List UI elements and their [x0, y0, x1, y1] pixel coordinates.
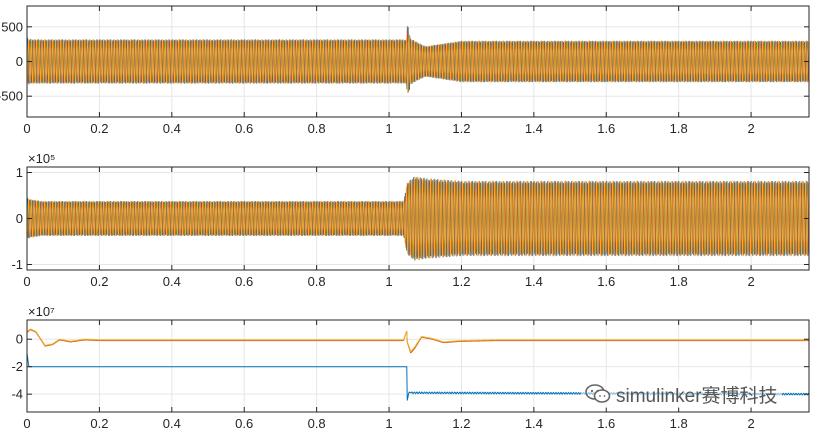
y-tick-label: -2 — [11, 359, 23, 374]
x-tick-label: 1 — [385, 121, 392, 136]
x-tick-label: 0.6 — [235, 416, 253, 429]
x-tick-label: 1.4 — [525, 121, 543, 136]
y-tick-label: 0 — [16, 211, 23, 226]
series-line-1 — [27, 329, 809, 354]
x-tick-label: 1 — [385, 274, 392, 289]
y-tick-label: 0 — [16, 54, 23, 69]
x-tick-label: 1.6 — [597, 121, 615, 136]
y-tick-label: -500 — [0, 89, 23, 104]
x-tick-label: 0.2 — [90, 274, 108, 289]
x-tick-label: 0.2 — [90, 416, 108, 429]
x-tick-label: 2 — [747, 416, 754, 429]
x-tick-label: 0.4 — [163, 416, 181, 429]
x-tick-label: 1.6 — [597, 416, 615, 429]
x-tick-label: 1.4 — [525, 274, 543, 289]
x-tick-label: 0.4 — [163, 274, 181, 289]
y-exponent-label: ×10⁷ — [28, 304, 55, 319]
x-tick-label: 0.8 — [308, 274, 326, 289]
subplot-2: 0 0.2 0.4 0.6 0.8 1 1.2 1.4 1.6 1.8 210-1×10⁵ — [11, 151, 810, 289]
x-tick-label: 1.4 — [525, 416, 543, 429]
x-tick-label: 0 — [23, 416, 30, 429]
wechat-icon — [585, 384, 611, 403]
watermark: simulinker赛博科技 — [581, 380, 782, 408]
x-tick-label: 0.8 — [308, 121, 326, 136]
x-tick-label: 0.6 — [235, 274, 253, 289]
x-tick-label: 1.2 — [452, 416, 470, 429]
x-tick-label: 0 — [23, 274, 30, 289]
x-tick-label: 1.8 — [670, 121, 688, 136]
x-tick-label: 1.8 — [670, 274, 688, 289]
y-exponent-label: ×10⁵ — [28, 151, 55, 166]
y-tick-label: -1 — [11, 257, 23, 272]
subplot-1: 0 0.2 0.4 0.6 0.8 1 1.2 1.4 1.6 1.8 2 500 0 -500 — [0, 5, 810, 136]
series-line-3 — [27, 34, 809, 94]
x-tick-label: 2 — [747, 121, 754, 136]
subplot-3: 0 0.2 0.4 0.6 0.8 1 1.2 1.4 1.6 1.8 2 0 -2 -4 ×10⁷ — [11, 304, 810, 429]
x-tick-label: 2 — [747, 274, 754, 289]
x-tick-label: 1.2 — [452, 274, 470, 289]
x-tick-label: 0.8 — [308, 416, 326, 429]
x-tick-label: 1.2 — [452, 121, 470, 136]
x-tick-label: 0.2 — [90, 121, 108, 136]
series-line-2 — [27, 328, 809, 352]
series-line-3 — [27, 176, 809, 261]
x-tick-label: 1 — [385, 416, 392, 429]
x-tick-label: 1.6 — [597, 274, 615, 289]
x-tick-label: 0 — [23, 121, 30, 136]
x-tick-label: 0.4 — [163, 121, 181, 136]
y-tick-label: 0 — [16, 332, 23, 347]
watermark-text: simulinker赛博科技 — [616, 385, 778, 407]
y-tick-label: 500 — [1, 19, 23, 34]
x-tick-label: 0.6 — [235, 121, 253, 136]
axes-box — [26, 319, 810, 413]
y-tick-label: 1 — [16, 165, 23, 180]
x-tick-label: 1.8 — [670, 416, 688, 429]
y-tick-label: -4 — [11, 387, 23, 402]
